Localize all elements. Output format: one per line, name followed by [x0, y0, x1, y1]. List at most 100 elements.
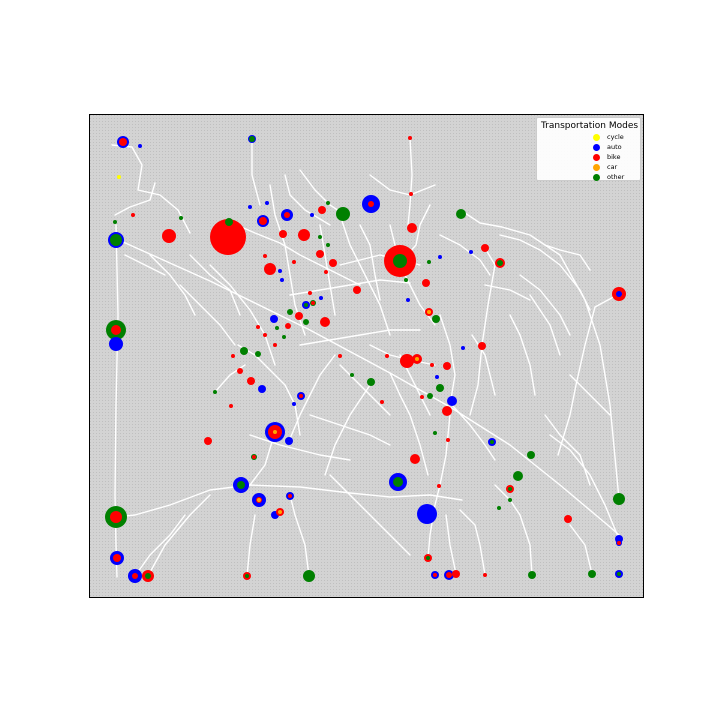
marker-bike [113, 554, 121, 562]
marker-other [303, 319, 309, 325]
legend-swatch-other [593, 173, 600, 181]
marker-other [436, 384, 444, 392]
map-plot-area [89, 114, 644, 598]
marker-other [326, 201, 330, 205]
marker-other [275, 326, 279, 330]
marker-other [613, 493, 625, 505]
marker-other [249, 136, 255, 142]
marker-bike [430, 363, 434, 367]
marker-other [237, 481, 245, 489]
marker-auto [310, 213, 314, 217]
marker-bike [409, 192, 413, 196]
marker-car [273, 430, 277, 434]
marker-bike [433, 573, 437, 577]
legend-entry-other: other [593, 172, 636, 182]
marker-bike [443, 362, 451, 370]
marker-other [508, 487, 512, 491]
legend-swatch-cycle [593, 133, 600, 141]
legend-swatch-auto [593, 143, 600, 151]
marker-other [513, 471, 523, 481]
marker-bike [111, 325, 121, 335]
legend-label-car: car [607, 163, 618, 171]
marker-bike [204, 437, 212, 445]
marker-other [240, 347, 248, 355]
marker-auto [248, 205, 252, 209]
marker-other [497, 506, 501, 510]
marker-auto [461, 346, 465, 350]
marker-bike [353, 286, 361, 294]
marker-other [326, 243, 330, 247]
marker-bike [410, 454, 420, 464]
marker-bike [110, 511, 122, 523]
marker-bike [437, 484, 441, 488]
marker-auto [138, 144, 142, 148]
marker-auto [447, 396, 457, 406]
marker-other [145, 573, 151, 579]
marker-auto [265, 201, 269, 205]
marker-bike [299, 394, 303, 398]
marker-bike [311, 301, 315, 305]
marker-bike [162, 229, 176, 243]
marker-bike [263, 254, 267, 258]
marker-bike [131, 213, 135, 217]
marker-bike [446, 438, 450, 442]
legend: Transportation Modes cycle auto bike car… [536, 117, 641, 181]
marker-bike [316, 250, 324, 258]
marker-other [287, 309, 293, 315]
marker-bike [442, 406, 452, 416]
marker-auto [616, 291, 622, 297]
legend-entry-car: car [593, 162, 636, 172]
marker-bike [478, 342, 486, 350]
marker-car [257, 498, 261, 502]
marker-bike [400, 354, 414, 368]
marker-auto [109, 337, 123, 351]
marker-bike [408, 136, 412, 140]
legend-title: Transportation Modes [541, 121, 639, 131]
road-network [111, 137, 620, 578]
marker-auto [280, 278, 284, 282]
marker-other [318, 235, 322, 239]
legend-label-cycle: cycle [607, 133, 624, 141]
marker-auto [469, 250, 473, 254]
marker-other [588, 570, 596, 578]
marker-bike [380, 400, 384, 404]
marker-auto [278, 269, 282, 273]
marker-layer [105, 135, 626, 583]
marker-bike [320, 317, 330, 327]
marker-bike [481, 244, 489, 252]
marker-bike [259, 217, 267, 225]
marker-other [432, 315, 440, 323]
marker-auto [292, 402, 296, 406]
marker-bike [420, 395, 424, 399]
map-background [90, 115, 643, 597]
marker-bike [298, 229, 310, 241]
marker-bike [231, 354, 235, 358]
marker-other [282, 335, 286, 339]
marker-bike [279, 230, 287, 238]
map-canvas [90, 115, 643, 597]
marker-other [213, 390, 217, 394]
marker-bike [247, 377, 255, 385]
marker-bike [318, 206, 326, 214]
marker-bike [284, 212, 290, 218]
marker-bike [338, 354, 342, 358]
marker-other [110, 234, 122, 246]
marker-auto [417, 504, 437, 524]
marker-bike [210, 219, 246, 255]
marker-auto [438, 255, 442, 259]
marker-bike [285, 323, 291, 329]
marker-other [393, 254, 407, 268]
marker-other [617, 572, 621, 576]
legend-label-bike: bike [607, 153, 621, 161]
marker-bike [617, 541, 621, 545]
legend-entry-cycle: cycle [593, 132, 636, 142]
marker-bike [229, 404, 233, 408]
marker-bike [368, 201, 374, 207]
marker-bike [324, 270, 328, 274]
marker-other [304, 303, 308, 307]
marker-other [427, 260, 431, 264]
marker-bike [264, 263, 276, 275]
marker-bike [292, 260, 296, 264]
marker-bike [483, 573, 487, 577]
marker-bike [308, 291, 312, 295]
